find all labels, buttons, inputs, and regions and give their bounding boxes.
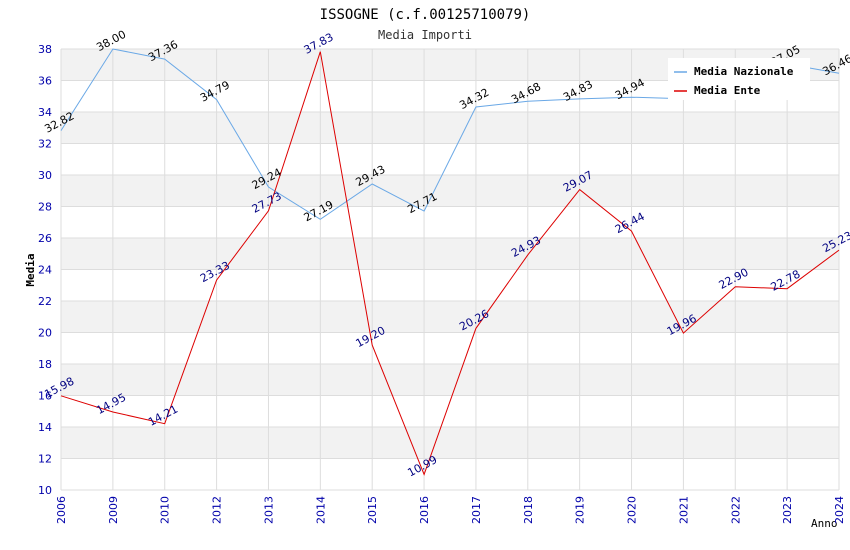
y-tick-label: 12 — [38, 453, 52, 466]
x-tick-label: 2024 — [833, 496, 846, 524]
x-tick-label: 2017 — [470, 496, 483, 524]
x-tick-label: 2023 — [781, 496, 794, 524]
x-tick-label: 2015 — [366, 496, 379, 524]
grid-band — [61, 301, 839, 333]
x-tick-label: 2010 — [159, 496, 172, 524]
x-axis-label: Anno — [811, 517, 838, 530]
x-tick-label: 2021 — [677, 496, 690, 524]
x-tick-label: 2013 — [262, 496, 275, 524]
y-tick-label: 22 — [38, 295, 52, 308]
data-label: 34.83 — [561, 78, 595, 104]
series-line-media-ente — [60, 51, 840, 476]
y-tick-label: 20 — [38, 327, 52, 340]
data-label: 14.21 — [146, 402, 180, 428]
chart-subtitle: Media Importi — [378, 28, 472, 42]
x-tick-label: 2019 — [574, 496, 587, 524]
y-axis-ticks: 10 12 14 16 18 20 22 24 26 28 30 32 34 36 38 — [38, 43, 52, 497]
grid-band — [61, 112, 839, 144]
legend-label-media-ente: Media Ente — [694, 84, 761, 97]
legend-box — [668, 58, 810, 100]
x-tick-label: 2016 — [418, 496, 431, 524]
data-label: 34.68 — [509, 80, 543, 106]
y-tick-label: 36 — [38, 75, 52, 88]
y-tick-label: 18 — [38, 358, 52, 371]
legend: Media Nazionale Media Ente — [668, 58, 810, 100]
y-axis-label: Media — [24, 253, 37, 286]
grid-bands — [61, 49, 839, 459]
y-tick-label: 26 — [38, 232, 52, 245]
y-tick-label: 34 — [38, 106, 52, 119]
data-label: 34.79 — [198, 78, 232, 104]
grid-band — [61, 364, 839, 396]
chart-title: ISSOGNE (c.f.00125710079) — [320, 7, 531, 23]
y-tick-label: 28 — [38, 201, 52, 214]
x-tick-label: 2020 — [626, 496, 639, 524]
legend-label-media-nazionale: Media Nazionale — [694, 65, 794, 78]
grid-lines — [60, 48, 840, 491]
data-label: 34.32 — [457, 86, 491, 112]
data-label: 15.98 — [42, 375, 76, 401]
x-tick-label: 2014 — [314, 496, 327, 524]
data-label: 22.78 — [769, 267, 803, 293]
y-tick-label: 14 — [38, 421, 52, 434]
data-label: 26.44 — [613, 210, 647, 236]
x-tick-label: 2009 — [107, 496, 120, 524]
y-tick-label: 30 — [38, 169, 52, 182]
x-tick-label: 2006 — [55, 496, 68, 524]
grid-band — [61, 238, 839, 270]
y-tick-label: 10 — [38, 484, 52, 497]
x-axis-ticks: 2006 2009 2010 2012 2013 2014 2015 2016 2017 2018… — [55, 496, 846, 524]
y-tick-label: 24 — [38, 264, 52, 277]
x-tick-label: 2012 — [211, 496, 224, 524]
y-tick-label: 32 — [38, 138, 52, 151]
x-tick-label: 2022 — [729, 496, 742, 524]
x-tick-label: 2018 — [522, 496, 535, 524]
grid-band — [61, 175, 839, 207]
y-tick-label: 38 — [38, 43, 52, 56]
grid-band — [61, 427, 839, 459]
y-tick-label: 16 — [38, 390, 52, 403]
